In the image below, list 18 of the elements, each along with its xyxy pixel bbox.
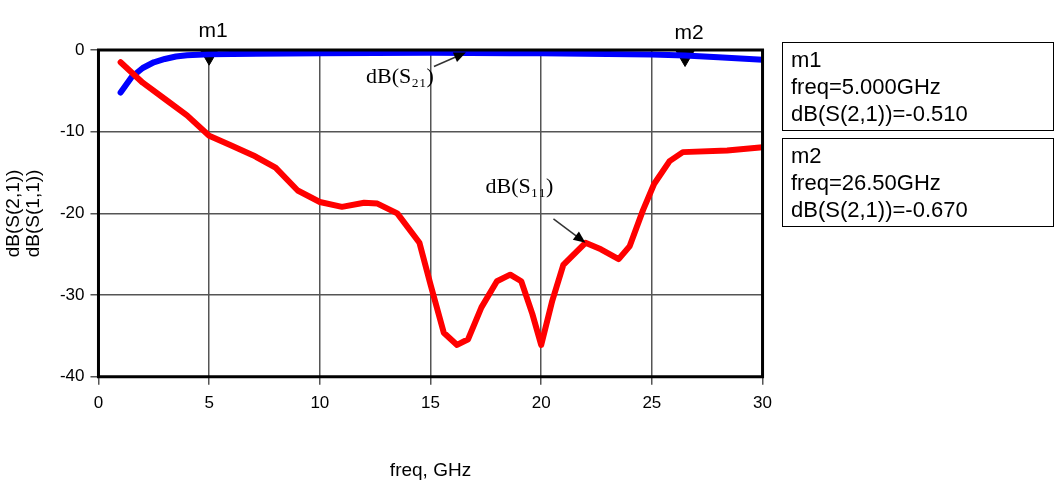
- x-tick-label: 5: [204, 392, 214, 412]
- y-tick-label: -20: [59, 203, 85, 223]
- x-tick-label: 20: [531, 392, 551, 412]
- data-label: m2: [674, 19, 704, 43]
- text: m2 freq=26.50GHz dB(S(2,1))=-0.670: [782, 138, 1054, 227]
- x-axis-title: freq, GHz: [389, 458, 472, 480]
- x-tick-label: 15: [421, 392, 440, 412]
- y-axis-title: dB(S(2,1)) dB(S(1,1)): [2, 169, 44, 258]
- x-tick-label: 10: [310, 392, 330, 412]
- x-tick-label: 25: [642, 392, 662, 412]
- y-tick-label: 0: [75, 39, 85, 59]
- y-tick-label: -30: [59, 284, 85, 304]
- x-tick-label: 30: [753, 392, 773, 412]
- y-tick-label: -40: [59, 366, 85, 386]
- text: m1 freq=5.000GHz dB(S(2,1))=-0.510: [782, 42, 1054, 131]
- data-label: m1: [198, 18, 228, 42]
- y-tick-label: -10: [59, 121, 85, 141]
- x-tick-label: 0: [93, 392, 104, 412]
